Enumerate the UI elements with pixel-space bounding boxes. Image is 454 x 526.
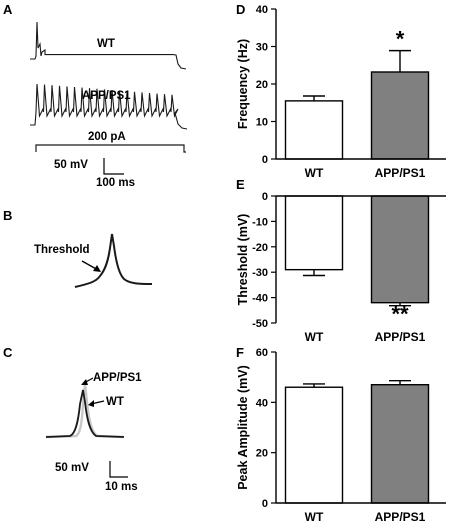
bar-app-ps1 [370, 195, 430, 304]
y-tick-label: 30 [256, 42, 268, 54]
panel-c-scale-voltage: 50 mV [55, 462, 89, 474]
wt-voltage-trace [30, 21, 187, 70]
category-label: WT [305, 330, 324, 344]
bar-wt [284, 386, 344, 504]
category-label: APP/PS1 [375, 166, 426, 180]
wt-trace-label: WT [97, 38, 115, 50]
threshold-arrow-head [93, 265, 101, 272]
category-label: WT [305, 510, 324, 524]
panel-c-label: C [3, 345, 13, 360]
category-label: WT [305, 166, 324, 180]
app-trace-label: APP/PS1 [82, 90, 131, 102]
c-app-trace [45, 383, 125, 439]
bar-app-ps1 [370, 384, 430, 504]
panel-a: A WT APP/PS1 200 pA 50 mV 100 ms [3, 2, 188, 189]
y-tick-label: -40 [252, 293, 268, 305]
y-tick-label: 20 [256, 79, 268, 91]
y-axis-title: Threshold (mV) [236, 214, 250, 306]
panel-b-label: B [3, 208, 12, 223]
app-voltage-trace [30, 83, 188, 130]
panel-a-scale-voltage: 50 mV [54, 159, 88, 171]
current-step-label: 200 pA [88, 131, 126, 143]
panel-b: B Threshold [3, 208, 153, 288]
category-label: APP/PS1 [375, 510, 426, 524]
c-wt-label: WT [106, 396, 124, 408]
panel-a-label: A [3, 2, 13, 17]
y-tick-label: 10 [256, 117, 268, 129]
frequency-bar-chart: 0 10 20 30 40 WT * APP/PS1 Frequency (Hz) [236, 4, 446, 180]
panel-c: C APP/PS1 WT 50 mV 10 ms [3, 345, 142, 493]
significance-marker: ** [391, 302, 409, 327]
c-wt-trace [45, 389, 125, 438]
y-tick-label: 60 [256, 347, 268, 359]
threshold-label: Threshold [34, 244, 90, 256]
category-label: APP/PS1 [375, 330, 426, 344]
y-tick-label: 0 [262, 498, 268, 510]
y-tick-label: -50 [252, 318, 268, 330]
bar-app-ps1 [370, 71, 430, 160]
c-app-arrow-head [81, 379, 88, 385]
y-axis-title: Peak Amplitude (mV) [236, 365, 250, 490]
panel-c-scale-bar [109, 461, 128, 478]
panel-c-scale-time: 10 ms [105, 481, 138, 493]
c-wt-arrow-head [88, 400, 94, 407]
panel-f-label: F [236, 345, 244, 360]
threshold-bar-chart: 0 -10 -20 -30 -40 -50 WT ** APP/PS1 Threshold (mV… [236, 191, 446, 344]
y-tick-label: 20 [256, 448, 268, 460]
y-tick-label: 40 [256, 397, 268, 409]
current-step-trace [35, 144, 186, 153]
panel-e-label: E [236, 177, 245, 192]
b-action-potential-trace [74, 233, 153, 288]
significance-marker: * [396, 27, 405, 52]
y-tick-label: 0 [262, 191, 268, 203]
panel-a-scale-bar [103, 158, 124, 175]
bar-wt [284, 100, 344, 160]
y-axis-title: Frequency (Hz) [236, 39, 250, 129]
peak-amplitude-bar-chart: 0 20 40 60 WT APP/PS1 Peak Amplitude (mV) [236, 347, 446, 524]
y-tick-label: -10 [252, 216, 268, 228]
y-tick-label: 0 [262, 154, 268, 166]
y-tick-label: -30 [252, 267, 268, 279]
y-tick-label: 40 [256, 4, 268, 16]
panel-a-scale-time: 100 ms [96, 177, 135, 189]
y-tick-label: -20 [252, 242, 268, 254]
c-app-label: APP/PS1 [93, 372, 142, 384]
bar-wt [284, 195, 344, 271]
panel-d-label: D [236, 2, 245, 17]
